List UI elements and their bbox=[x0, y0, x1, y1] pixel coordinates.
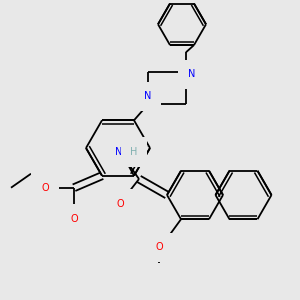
Text: O: O bbox=[41, 183, 49, 193]
Text: H: H bbox=[130, 147, 138, 157]
Text: N: N bbox=[188, 69, 195, 79]
Text: O: O bbox=[155, 242, 163, 252]
Text: O: O bbox=[116, 199, 124, 209]
Text: N: N bbox=[144, 91, 152, 101]
Text: N: N bbox=[115, 147, 123, 157]
Text: O: O bbox=[70, 214, 78, 224]
